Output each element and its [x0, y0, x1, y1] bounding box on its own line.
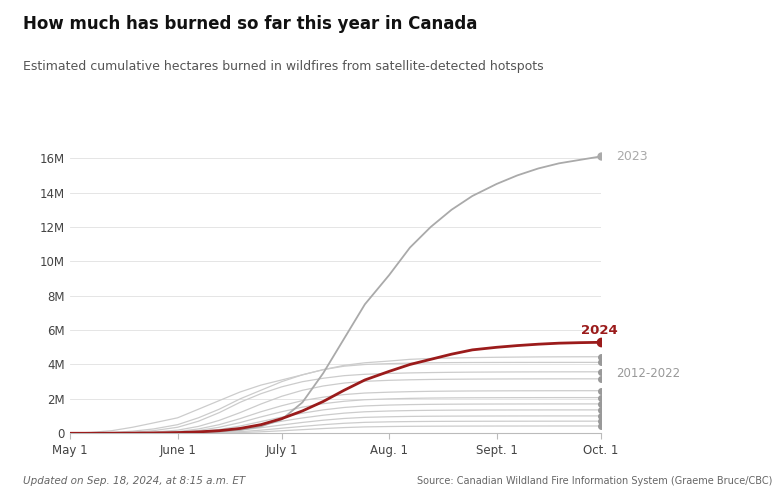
Text: 2012-2022: 2012-2022 — [616, 367, 680, 379]
Text: Source: Canadian Wildland Fire Information System (Graeme Bruce/CBC): Source: Canadian Wildland Fire Informati… — [417, 476, 772, 486]
Text: Updated on Sep. 18, 2024, at 8:15 a.m. ET: Updated on Sep. 18, 2024, at 8:15 a.m. E… — [23, 476, 246, 486]
Text: 2023: 2023 — [616, 150, 648, 163]
Text: 2024: 2024 — [581, 324, 618, 337]
Text: How much has burned so far this year in Canada: How much has burned so far this year in … — [23, 15, 478, 33]
Text: Estimated cumulative hectares burned in wildfires from satellite-detected hotspo: Estimated cumulative hectares burned in … — [23, 60, 544, 73]
